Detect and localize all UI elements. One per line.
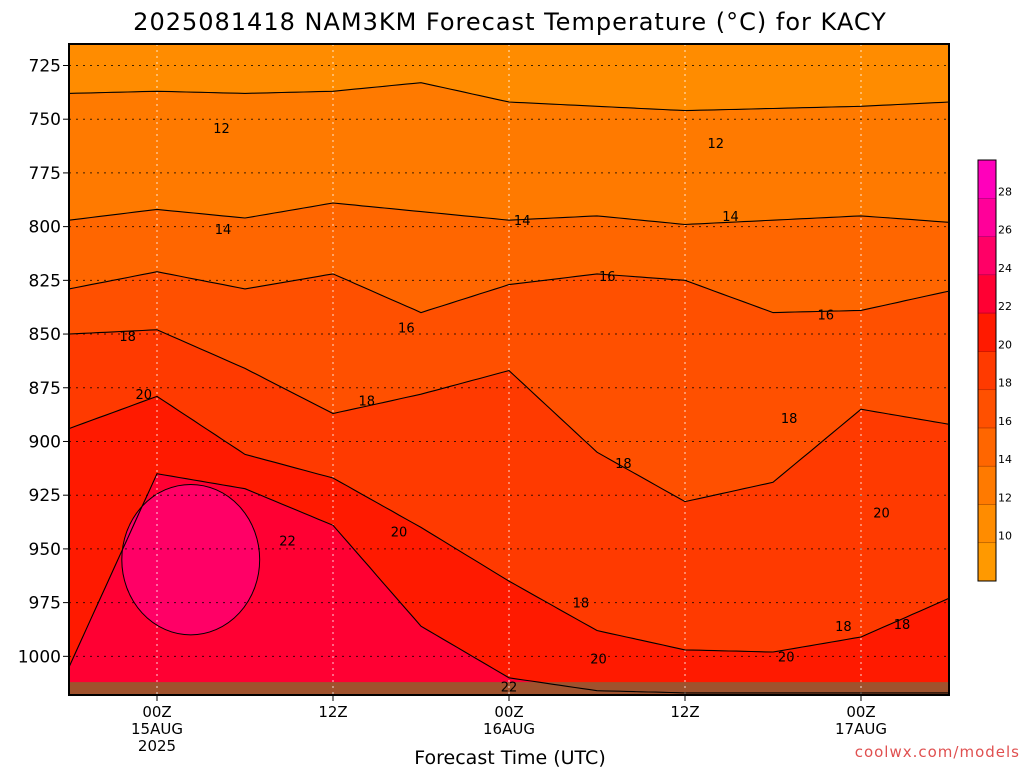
colorbar-label-16: 16 bbox=[998, 415, 1012, 428]
isotherm-lines bbox=[68, 82, 950, 694]
isotherm-16 bbox=[68, 271, 950, 314]
contour-label-14-4: 14 bbox=[722, 210, 739, 225]
colorbar-label-18: 18 bbox=[998, 377, 1012, 390]
contour-label-18-9: 18 bbox=[358, 395, 375, 410]
contour-label-14-2: 14 bbox=[215, 223, 232, 238]
ytick-label-800: 800 bbox=[29, 218, 61, 238]
temperature-band-20-22 bbox=[69, 396, 949, 693]
ytick-label-750: 750 bbox=[29, 110, 61, 130]
ytick-label-775: 775 bbox=[29, 164, 61, 184]
xtick-label-00Z: 00Z bbox=[142, 703, 171, 721]
xtick-label-12Z: 12Z bbox=[318, 703, 347, 721]
contour-labels: 12 12 14 14 14 16 16 16 18 18 18 18 18 18 18 20 20 20 20 20… bbox=[119, 122, 910, 696]
isotherm-12 bbox=[68, 82, 950, 112]
contour-label-12-1: 12 bbox=[708, 137, 725, 152]
contour-label-20-16: 20 bbox=[391, 526, 408, 541]
contour-label-16-7: 16 bbox=[818, 309, 835, 324]
colorbar-band-14-16 bbox=[978, 427, 996, 467]
xtick-label-16AUG: 16AUG bbox=[483, 720, 535, 738]
contour-label-20-17: 20 bbox=[590, 652, 607, 667]
contour-label-18-8: 18 bbox=[119, 330, 136, 345]
xtick-label-17AUG: 17AUG bbox=[835, 720, 887, 738]
xtick-label-2025: 2025 bbox=[138, 737, 176, 755]
colorbar-label-24: 24 bbox=[998, 262, 1012, 275]
colorbar-label-10: 10 bbox=[998, 530, 1012, 543]
colorbar: 10 12 14 16 18 20 22 24 26 28 bbox=[977, 159, 1012, 582]
colorbar-band-8-10 bbox=[978, 542, 996, 582]
ytick-label-950: 950 bbox=[29, 540, 61, 560]
colorbar-band-22-24 bbox=[978, 274, 996, 314]
chart-title: 2025081418 NAM3KM Forecast Temperature (… bbox=[133, 8, 887, 36]
colorbar-label-14: 14 bbox=[998, 453, 1012, 466]
colorbar-label-28: 28 bbox=[998, 185, 1012, 198]
contour-label-18-11: 18 bbox=[781, 412, 798, 427]
contour-label-14-3: 14 bbox=[514, 214, 531, 229]
colorbar-band-16-18 bbox=[978, 389, 996, 429]
xtick-label-12Z: 12Z bbox=[670, 703, 699, 721]
ground-surface-fill bbox=[69, 682, 949, 695]
colorbar-band-20-22 bbox=[978, 313, 996, 352]
colorbar-label-20: 20 bbox=[998, 338, 1012, 351]
contour-label-18-10: 18 bbox=[615, 457, 632, 472]
credit-link[interactable]: coolwx.com/models bbox=[855, 743, 1020, 761]
xtick-label-00Z: 00Z bbox=[846, 703, 875, 721]
temperature-band-22-plus bbox=[69, 473, 949, 695]
colorbar-frame bbox=[977, 159, 997, 582]
ground-surface bbox=[69, 682, 949, 695]
ytick-label-925: 925 bbox=[29, 486, 61, 506]
temperature-band-10-12 bbox=[69, 44, 949, 111]
ytick-label-875: 875 bbox=[29, 379, 61, 399]
colorbar-band-26-28 bbox=[978, 198, 996, 238]
contour-label-20-19: 20 bbox=[873, 506, 890, 521]
contour-label-12-0: 12 bbox=[213, 122, 230, 137]
isotherm-14 bbox=[68, 202, 950, 226]
isotherm-18 bbox=[68, 329, 950, 503]
ytick-label-725: 725 bbox=[29, 56, 61, 76]
ytick-label-825: 825 bbox=[29, 271, 61, 291]
warm-core-24 bbox=[121, 483, 261, 636]
colorbar-label-12: 12 bbox=[998, 491, 1012, 504]
temperature-field bbox=[69, 44, 949, 695]
colorbar-band-12-14 bbox=[978, 466, 996, 505]
contour-label-18-13: 18 bbox=[835, 620, 852, 635]
colorbar-band-24-26 bbox=[978, 236, 996, 276]
y-axis: 725 750 775 800 825 850 875 900 925 950 975 1000 bbox=[18, 56, 69, 667]
grid-lines bbox=[69, 44, 949, 695]
contour-label-22-21: 22 bbox=[501, 680, 518, 695]
x-axis-label: Forecast Time (UTC) bbox=[414, 747, 605, 768]
temperature-band-18-20 bbox=[69, 329, 949, 652]
contour-label-20-18: 20 bbox=[778, 650, 795, 665]
contour-label-16-6: 16 bbox=[398, 322, 415, 337]
isotherm-22 bbox=[68, 473, 949, 694]
contour-label-20-15: 20 bbox=[136, 388, 153, 403]
colorbar-label-22: 22 bbox=[998, 300, 1012, 313]
temperature-band-16-18 bbox=[69, 271, 949, 502]
contour-label-18-14: 18 bbox=[894, 618, 911, 633]
ytick-label-900: 900 bbox=[29, 432, 61, 452]
temperature-band-14-16 bbox=[69, 203, 949, 313]
colorbar-band-18-20 bbox=[978, 351, 996, 391]
contour-label-16-5: 16 bbox=[599, 270, 616, 285]
contour-label-18-12: 18 bbox=[573, 597, 590, 612]
contour-label-22-20: 22 bbox=[279, 534, 296, 549]
ytick-label-850: 850 bbox=[29, 325, 61, 345]
ytick-label-975: 975 bbox=[29, 594, 61, 614]
ytick-label-1000: 1000 bbox=[18, 647, 61, 667]
xtick-label-00Z: 00Z bbox=[494, 703, 523, 721]
colorbar-band-28-30 bbox=[978, 160, 996, 199]
colorbar-band-10-12 bbox=[978, 504, 996, 544]
isotherm-20 bbox=[68, 395, 950, 653]
colorbar-label-26: 26 bbox=[998, 224, 1012, 237]
xtick-label-15AUG: 15AUG bbox=[131, 720, 183, 738]
